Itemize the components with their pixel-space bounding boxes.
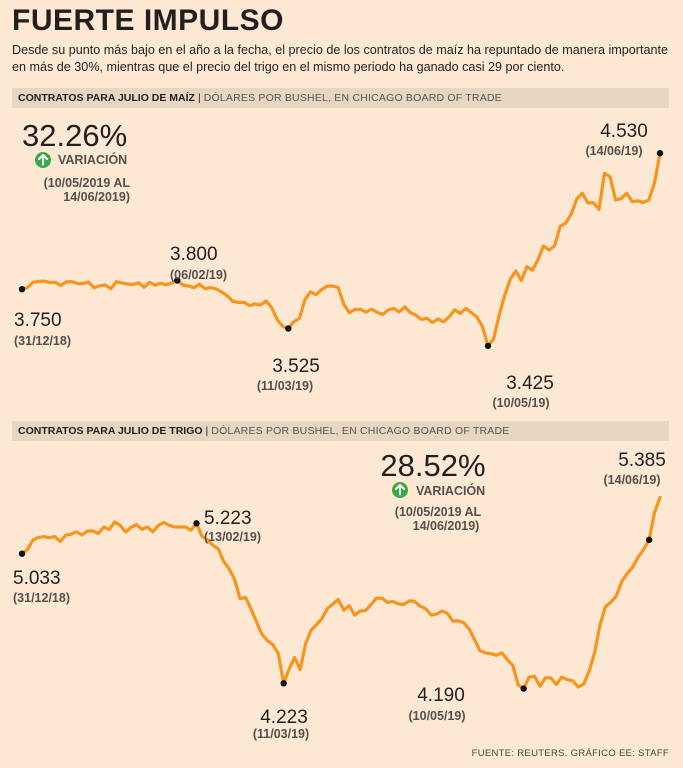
corn-data-point-marker [285, 325, 292, 332]
corn-data-point-marker [656, 150, 664, 157]
corn-chart-unit: DÓLARES POR BUSHEL, EN CHICAGO BOARD OF … [203, 92, 502, 104]
wheat-annotation-date: (10/05/19) [409, 709, 466, 723]
wheat-variation-percent: 28.52% [380, 448, 485, 483]
corn-annotation-value: 4.530 [600, 121, 648, 142]
wheat-marker-group [18, 520, 653, 692]
wheat-data-point-marker [645, 536, 653, 543]
wheat-annotation-date: (13/02/19) [204, 530, 261, 544]
corn-data-point-marker [18, 286, 26, 293]
corn-chart-title: CONTRATOS PARA JULIO DE MAÍZ [18, 92, 195, 104]
wheat-annotation-value: 5.033 [13, 568, 61, 589]
wheat-annotation-value: 5.223 [204, 508, 252, 529]
corn-annotation-value: 3.750 [14, 310, 62, 331]
wheat-chart-header: CONTRATOS PARA JULIO DE TRIGO | DÓLARES PO… [12, 421, 669, 441]
wheat-annotation-date: (11/03/19) [253, 727, 309, 741]
wheat-variation-up-icon [392, 482, 408, 498]
wheat-data-point-marker [280, 680, 287, 687]
corn-marker-group [18, 150, 664, 350]
page-title: FUERTE IMPULSO [12, 4, 285, 37]
wheat-annotation-date: (14/06/19) [604, 473, 661, 487]
wheat-annotation-value: 5.385 [618, 450, 666, 471]
wheat-variation-label: VARIACIÓN [416, 483, 485, 498]
corn-variation-up-icon [35, 152, 51, 168]
corn-annotation-value: 3.525 [272, 356, 320, 377]
corn-annotation-value: 3.800 [170, 244, 218, 265]
wheat-variation-period-end: 14/06/2019) [413, 519, 480, 533]
wheat-data-point-marker [193, 520, 200, 527]
corn-chart-header: CONTRATOS PARA JULIO DE MAÍZ | DÓLARES POR… [12, 88, 669, 108]
wheat-variation-period-start: (10/05/2019 AL [395, 505, 482, 519]
wheat-chart-title: CONTRATOS PARA JULIO DE TRIGO [18, 425, 203, 437]
page-subtitle: Desde su punto más bajo en el año a la f… [12, 43, 668, 74]
wheat-price-line [20, 495, 662, 691]
corn-annotation-date: (06/02/19) [170, 268, 227, 282]
wheat-annotation-value: 4.223 [260, 707, 308, 728]
wheat-annotation-date: (31/12/18) [13, 591, 70, 605]
header-divider: | [197, 92, 201, 104]
wheat-line-chart: 28.52% VARIACIÓN (10/05/2019 AL 14/06/20… [13, 448, 666, 741]
corn-annotation-value: 3.425 [506, 373, 554, 394]
corn-price-line [20, 151, 662, 348]
corn-annotation-date: (10/05/19) [493, 396, 550, 410]
corn-annotation-date: (31/12/18) [14, 334, 71, 348]
wheat-chart-unit: DÓLARES POR BUSHEL, EN CHICAGO BOARD OF … [211, 425, 510, 437]
corn-line-chart: 32.26% VARIACIÓN (10/05/2019 AL 14/06/20… [14, 118, 664, 410]
corn-annotation-date: (11/03/19) [257, 379, 313, 393]
wheat-data-point-marker [520, 685, 527, 692]
corn-variation-period-end: 14/06/2019) [63, 190, 130, 204]
corn-data-point-marker [174, 277, 181, 284]
wheat-annotation-value: 4.190 [417, 685, 465, 706]
corn-variation-period-start: (10/05/2019 AL [44, 176, 131, 190]
corn-variation-percent: 32.26% [22, 118, 127, 153]
source-credit: FUENTE: REUTERS. GRÁFICO EE: STAFF [471, 748, 669, 759]
corn-variation-label: VARIACIÓN [58, 152, 127, 167]
corn-data-point-marker [484, 342, 492, 350]
corn-annotation-date: (14/06/19) [586, 144, 643, 158]
header-divider: | [205, 425, 209, 437]
wheat-data-point-marker [18, 550, 26, 557]
